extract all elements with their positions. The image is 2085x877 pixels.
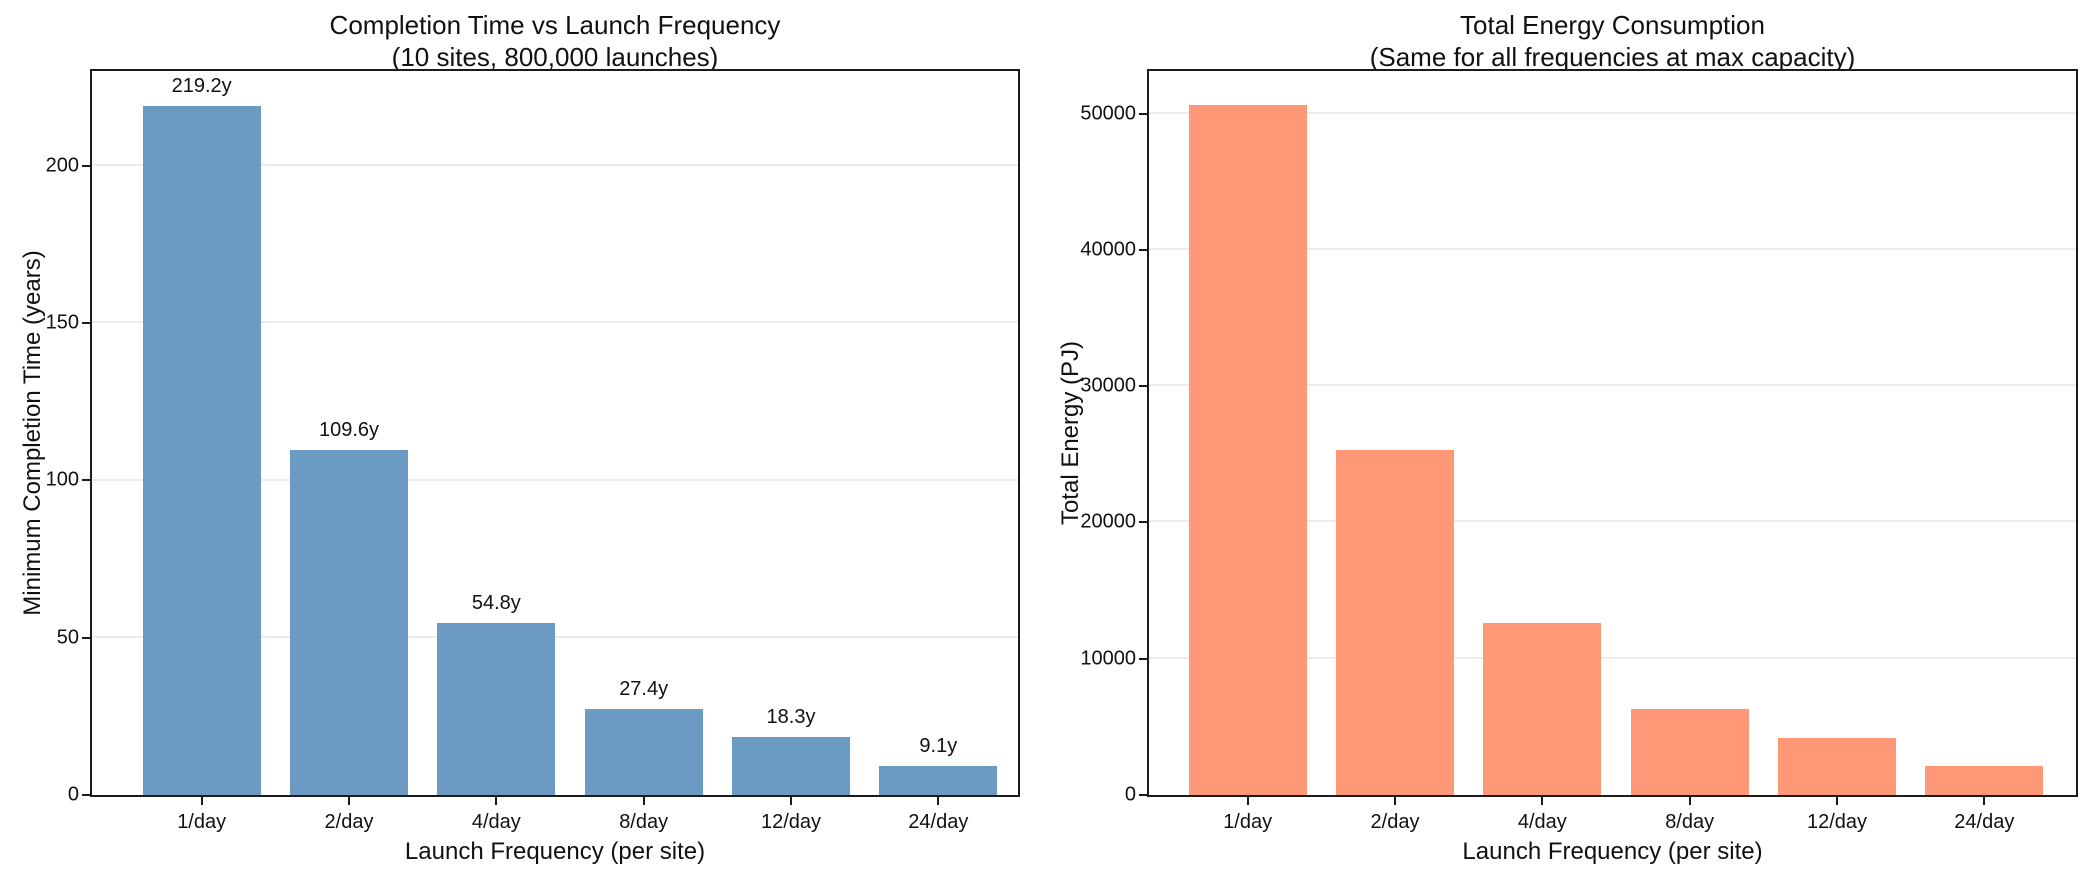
y-axis-label: Total Energy (PJ)	[1057, 340, 1084, 526]
gridline	[1149, 111, 2076, 114]
bar	[1188, 105, 1307, 795]
x-axis-tick-label: 24/day	[908, 811, 969, 833]
bar	[437, 622, 556, 795]
x-axis-tick-mark	[495, 797, 498, 805]
gridline	[92, 163, 1018, 166]
bar-value-label: 109.6y	[318, 419, 380, 442]
bar-value-label: 219.2y	[171, 74, 232, 97]
y-axis-tick-mark	[1139, 248, 1147, 251]
x-axis-tick-label: 4/day	[1517, 811, 1567, 833]
bar	[732, 737, 850, 795]
bar	[1483, 622, 1602, 795]
bar-value-label: 9.1y	[919, 735, 958, 758]
y-axis-tick-label: 30000	[1080, 374, 1136, 397]
chart-title-block: Completion Time vs Launch Frequency (10 …	[90, 9, 1020, 73]
gridline	[1149, 247, 2076, 250]
bar	[1925, 766, 2044, 795]
bar	[1778, 737, 1896, 795]
x-axis-tick-mark	[348, 797, 350, 805]
x-axis-tick-label: 8/day	[1665, 811, 1715, 833]
chart-title: Completion Time vs Launch Frequency	[329, 10, 781, 40]
y-axis-tick-label: 0	[1124, 783, 1136, 806]
x-axis-tick-mark	[1541, 797, 1544, 805]
y-axis-tick-label: 20000	[1080, 510, 1136, 533]
y-axis-tick-label: 0	[67, 783, 79, 806]
y-axis-tick-mark	[1139, 794, 1147, 796]
y-axis-tick-mark	[1139, 112, 1147, 115]
chart-subtitle: (10 sites, 800,000 launches)	[391, 42, 719, 72]
bar	[879, 766, 998, 795]
gridline	[1149, 520, 2076, 523]
x-axis-tick-mark	[1983, 797, 1986, 805]
chart-total-energy: Total Energy Consumption (Same for all f…	[1042, 0, 2085, 877]
x-axis-tick-mark	[642, 797, 645, 805]
y-axis-tick-label: 200	[45, 154, 79, 177]
x-axis-tick-mark	[1836, 797, 1838, 805]
gridline	[92, 321, 1018, 324]
bar	[1630, 708, 1749, 795]
bar-slots: 219.2y 1/day 109.6y 2/day 54.8y 4/day 27.4y 8/d…	[128, 71, 1012, 833]
x-axis-tick-label: 1/day	[1223, 811, 1273, 833]
bar-value-label: 18.3y	[766, 706, 816, 729]
bar-value-label: 54.8y	[471, 591, 521, 614]
x-axis-tick-label: 2/day	[324, 811, 374, 833]
gridline	[1149, 384, 2076, 387]
chart-title: Total Energy Consumption	[1460, 10, 1765, 40]
y-axis-tick-mark	[82, 479, 90, 482]
y-axis-tick-mark	[82, 636, 90, 639]
bar-value-label: 27.4y	[619, 677, 669, 700]
y-axis-label: Minimum Completion Time (years)	[19, 250, 46, 616]
bar-slots: 1/day 2/day 4/day 8/day 12/day 24/day	[1174, 71, 2058, 833]
gridline	[1149, 656, 2076, 659]
y-axis-tick-label: 150	[45, 311, 79, 334]
y-axis-tick-mark	[82, 322, 90, 325]
x-axis-tick-label: 1/day	[177, 811, 227, 833]
y-axis-tick-mark	[82, 794, 90, 796]
x-axis-tick-label: 8/day	[619, 811, 669, 833]
x-axis-tick-mark	[937, 797, 940, 805]
x-axis-tick-mark	[1688, 797, 1691, 805]
bar	[584, 708, 703, 795]
y-axis-tick-mark	[1139, 657, 1147, 660]
y-axis-tick-label: 10000	[1080, 647, 1136, 670]
plot-area: 1/day 2/day 4/day 8/day 12/day 24/day 0 10000 2…	[1080, 69, 2078, 833]
bar	[142, 105, 261, 795]
x-axis-tick-label: 4/day	[471, 811, 521, 833]
x-axis-label: Launch Frequency (per site)	[404, 838, 706, 865]
chart-subtitle: (Same for all frequencies at max capacit…	[1369, 42, 1856, 72]
y-axis-tick-label: 100	[45, 468, 79, 491]
x-axis-tick-mark	[1394, 797, 1396, 805]
y-axis-tick-mark	[1139, 521, 1147, 524]
plot-area: 219.2y 1/day 109.6y 2/day 54.8y 4/day 27.4y 8/d…	[46, 69, 1020, 833]
x-axis-tick-label: 12/day	[1806, 811, 1868, 833]
x-axis-tick-label: 12/day	[760, 811, 822, 833]
y-axis-tick-label: 40000	[1080, 238, 1136, 261]
x-axis-tick-label: 2/day	[1370, 811, 1420, 833]
x-axis-tick-mark	[1246, 797, 1249, 805]
chart-completion-time: Completion Time vs Launch Frequency (10 …	[0, 0, 1042, 877]
x-axis-tick-label: 24/day	[1954, 811, 2015, 833]
gridline	[92, 478, 1018, 481]
x-axis-tick-mark	[790, 797, 792, 805]
bar	[290, 450, 408, 795]
x-axis-tick-mark	[200, 797, 203, 805]
y-axis-tick-mark	[82, 164, 90, 167]
y-axis-tick-label: 50000	[1080, 102, 1136, 125]
y-axis-tick-label: 50	[56, 626, 79, 649]
chart-title-block: Total Energy Consumption (Same for all f…	[1147, 9, 2078, 73]
x-axis-label: Launch Frequency (per site)	[1462, 838, 1763, 865]
bar	[1336, 450, 1454, 795]
y-axis-tick-mark	[1139, 385, 1147, 388]
